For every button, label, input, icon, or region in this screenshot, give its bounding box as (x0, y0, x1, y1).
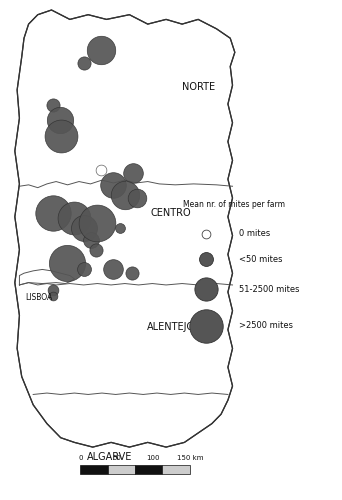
Point (50, 286, 56, 294)
Point (203, 255, 209, 263)
Text: ALGARVE: ALGARVE (87, 452, 132, 462)
Text: 51-2500 mites: 51-2500 mites (239, 284, 300, 294)
Point (81, 224, 87, 232)
Text: NORTE: NORTE (182, 82, 215, 92)
Text: >2500 mites: >2500 mites (239, 322, 293, 330)
Text: <50 mites: <50 mites (239, 254, 283, 264)
Bar (80, 465, 108, 474)
Text: 150 km: 150 km (176, 455, 203, 461)
Point (129, 268, 134, 276)
Point (117, 224, 122, 232)
Point (95, 218, 100, 226)
Point (50, 208, 56, 216)
Point (71, 214, 76, 222)
Point (81, 58, 87, 66)
Point (98, 166, 104, 174)
Point (64, 258, 69, 266)
Point (50, 292, 56, 300)
Point (203, 322, 209, 330)
Polygon shape (15, 10, 235, 447)
Point (203, 230, 209, 238)
Text: ALENTEJO: ALENTEJO (147, 322, 195, 332)
Point (122, 191, 128, 199)
Point (98, 46, 104, 54)
Text: 50: 50 (113, 455, 121, 461)
Point (131, 168, 136, 176)
Text: 0: 0 (78, 455, 83, 461)
Text: CENTRO: CENTRO (151, 208, 191, 218)
Bar (162, 465, 190, 474)
Point (110, 181, 116, 189)
Point (93, 246, 98, 254)
Bar (135, 465, 162, 474)
Text: 0 mites: 0 mites (239, 230, 271, 238)
Text: LISBOA: LISBOA (26, 293, 53, 302)
Text: 100: 100 (147, 455, 160, 461)
Point (50, 101, 56, 109)
Point (81, 265, 87, 273)
Point (57, 116, 63, 124)
Point (134, 194, 140, 202)
Text: Mean nr. of mites per farm: Mean nr. of mites per farm (183, 200, 285, 209)
Point (203, 285, 209, 293)
Point (88, 236, 93, 244)
Bar (108, 465, 135, 474)
Point (58, 132, 64, 140)
Point (110, 265, 116, 273)
